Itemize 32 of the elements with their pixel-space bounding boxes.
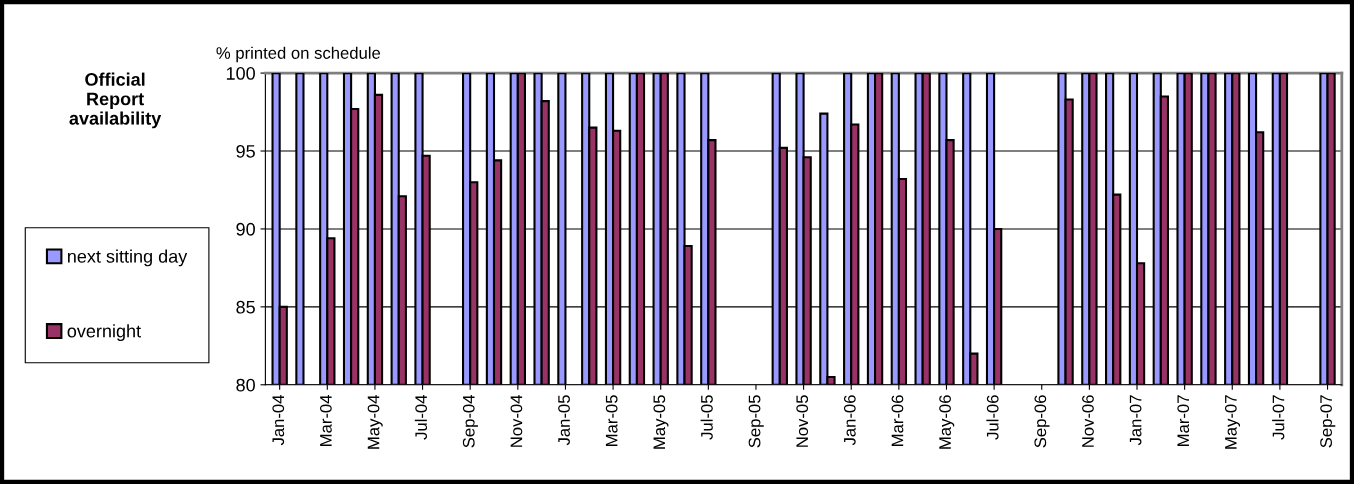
x-tick-label: Jul-05: [700, 395, 713, 440]
x-tick-label: Jul-07: [1272, 395, 1285, 440]
x-tick-label: Nov-04: [510, 394, 523, 447]
x-tick-label: Mar-05: [605, 395, 618, 446]
y-tick-label: 95: [236, 144, 255, 158]
y-axis-title: % printed on schedule: [216, 46, 381, 63]
y-tick-label: 85: [236, 300, 255, 314]
x-tick-label: Sep-06: [1034, 395, 1050, 448]
y-tick-label: 100: [226, 67, 255, 80]
x-tick-label: May-05: [653, 395, 669, 449]
x-tick-label: May-07: [1224, 395, 1241, 449]
y-tick-label: 80: [236, 378, 255, 392]
x-tick-label: Sep-07: [1320, 395, 1336, 448]
legend-label: next sitting day: [68, 249, 188, 267]
x-tick-label: Sep-04: [462, 394, 478, 448]
x-tick-label: Jan-07: [1129, 395, 1142, 446]
x-tick-label: Mar-04: [319, 394, 332, 446]
x-tick-label: Nov-05: [796, 395, 809, 447]
legend-label: overnight: [67, 324, 141, 342]
y-tick-label: 90: [236, 222, 255, 236]
x-tick-label: Mar-06: [891, 395, 904, 446]
x-tick-label: Jan-04: [272, 394, 285, 446]
text: Official Report availability: [69, 72, 162, 129]
x-tick-label: Nov-06: [1082, 395, 1094, 447]
x-tick-label: Jul-04: [414, 394, 428, 440]
x-tick-label: Sep-05: [748, 395, 764, 448]
x-tick-label: Jan-06: [843, 395, 856, 446]
x-tick-label: May-06: [939, 395, 955, 449]
x-tick-label: Jan-05: [558, 395, 570, 446]
x-tick-label: Jul-06: [986, 395, 999, 440]
x-tick-label: Mar-07: [1177, 395, 1190, 446]
x-tick-label: May-04: [367, 394, 383, 449]
